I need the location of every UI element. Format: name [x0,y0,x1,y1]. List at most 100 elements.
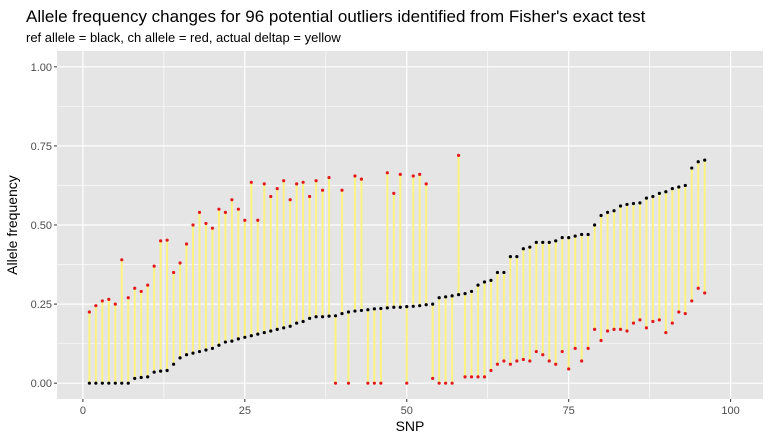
ch-point [152,264,156,268]
ch-point [567,367,571,371]
ch-point [359,177,364,181]
ch-point [508,362,512,366]
ref-point [450,294,454,298]
ch-point [541,353,545,357]
ch-point [133,286,137,290]
ref-point [625,202,629,207]
ref-point [573,234,577,238]
ch-point [437,381,441,385]
ch-point [288,198,292,202]
ref-point [560,236,564,240]
ch-point [392,191,396,195]
y-axis-title: Allele frequency [4,175,20,275]
ref-point [230,339,234,343]
ch-point [528,359,532,363]
ch-point [495,362,500,366]
ch-point [592,327,597,331]
ch-point [463,375,467,379]
ref-point [618,204,623,208]
ch-point [657,318,661,322]
ref-point [554,239,558,243]
ref-allele-points [87,158,707,385]
ch-point [327,175,331,180]
y-tick-label: 0.50 [31,220,52,232]
ch-point [625,329,629,333]
ref-point [592,223,597,227]
ref-point [327,314,331,318]
deltap-segments [88,155,706,384]
ch-point [308,194,312,199]
ch-point [482,375,487,379]
ref-point [392,305,396,309]
ch-point [139,289,143,294]
ch-point [690,299,694,303]
ref-point [703,158,707,162]
ch-point [366,381,370,385]
ref-point [469,289,474,294]
ref-point [444,295,448,299]
ref-point [256,332,260,336]
y-tick-label: 1.00 [31,62,52,74]
ch-point [301,180,305,184]
ref-point [508,255,512,259]
ch-point [120,258,124,262]
ch-point [94,304,98,308]
ch-point [295,182,299,186]
ref-point [178,356,182,360]
ch-allele-points [87,153,707,385]
ref-point [171,362,176,366]
ref-point [210,346,215,350]
ref-point [133,376,137,381]
ch-point [521,357,525,362]
ch-point [146,283,150,287]
ref-point [379,306,383,311]
ref-point [184,353,189,357]
ref-point [541,240,545,244]
ref-point [275,327,279,331]
ref-point [333,314,338,318]
ch-point [450,381,454,385]
ch-point [696,286,700,290]
ch-point [469,375,474,379]
ch-point [372,381,376,385]
ref-point [87,381,91,385]
ch-point [618,327,623,331]
ch-point [431,376,435,381]
ref-point [677,185,681,189]
ch-point [573,346,577,350]
ref-point [657,191,661,195]
ref-point [547,240,551,244]
ref-point [366,308,370,312]
ref-point [651,194,655,199]
ref-point [146,375,150,379]
ch-point [612,327,616,331]
ch-point [236,207,240,211]
ref-point [690,166,694,170]
ref-point [217,343,221,347]
ref-point [411,304,415,308]
ch-point [398,172,402,176]
ref-point [631,201,636,206]
ref-point [126,381,130,385]
ref-point [683,183,687,188]
ch-point [320,188,325,192]
ref-point [482,280,487,284]
ch-point [703,291,707,295]
ch-point [683,311,687,316]
ch-point [223,210,228,214]
x-axis: 0 25 50 75 100 [80,399,740,417]
ref-point [159,369,163,373]
ch-point [547,359,551,363]
ref-point [295,321,299,325]
ch-point [333,381,338,385]
ch-point [385,171,389,175]
ch-point [554,362,558,366]
ref-point [197,349,202,354]
ref-point [113,381,117,385]
ch-point [340,188,344,192]
ch-point [424,182,428,186]
ref-point [670,187,674,191]
ref-point [346,310,351,314]
ref-point [165,368,169,373]
ref-point [664,190,668,194]
